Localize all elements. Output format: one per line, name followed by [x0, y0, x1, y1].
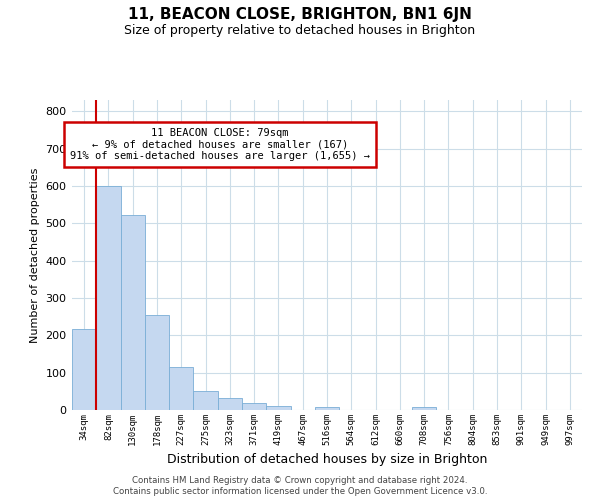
Bar: [315, 407, 339, 410]
Y-axis label: Number of detached properties: Number of detached properties: [30, 168, 40, 342]
X-axis label: Distribution of detached houses by size in Brighton: Distribution of detached houses by size …: [167, 454, 487, 466]
Bar: [96, 186, 121, 410]
Bar: [266, 406, 290, 410]
Bar: [169, 367, 193, 410]
Text: Contains HM Land Registry data © Crown copyright and database right 2024.: Contains HM Land Registry data © Crown c…: [132, 476, 468, 485]
Text: 11 BEACON CLOSE: 79sqm
← 9% of detached houses are smaller (167)
91% of semi-det: 11 BEACON CLOSE: 79sqm ← 9% of detached …: [70, 128, 370, 161]
Bar: [218, 398, 242, 410]
Bar: [72, 328, 96, 410]
Bar: [412, 407, 436, 410]
Bar: [121, 215, 145, 410]
Text: Contains public sector information licensed under the Open Government Licence v3: Contains public sector information licen…: [113, 488, 487, 496]
Text: 11, BEACON CLOSE, BRIGHTON, BN1 6JN: 11, BEACON CLOSE, BRIGHTON, BN1 6JN: [128, 8, 472, 22]
Bar: [145, 315, 169, 410]
Text: Size of property relative to detached houses in Brighton: Size of property relative to detached ho…: [124, 24, 476, 37]
Bar: [193, 392, 218, 410]
Bar: [242, 402, 266, 410]
